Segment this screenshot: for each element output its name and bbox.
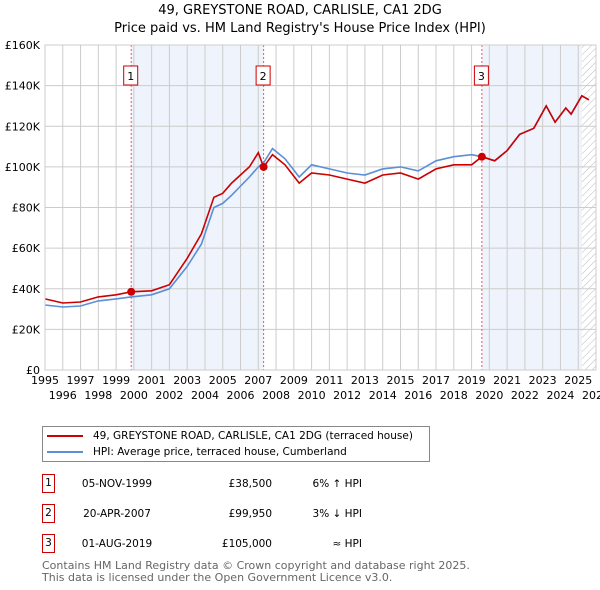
x-tick-label: 2019 bbox=[458, 374, 486, 387]
hpi-comparison: 6% ↑ HPI bbox=[312, 477, 362, 490]
legend-item-hpi: HPI: Average price, terraced house, Cumb… bbox=[47, 446, 347, 458]
x-tick-label: 2026 bbox=[582, 389, 600, 402]
x-tick-label: 2015 bbox=[386, 374, 414, 387]
x-tick-label: 2010 bbox=[298, 389, 326, 402]
x-tick-label: 2018 bbox=[440, 389, 468, 402]
date: 05-NOV-1999 bbox=[81, 477, 153, 490]
legend-label: 49, GREYSTONE ROAD, CARLISLE, CA1 2DG (t… bbox=[93, 430, 413, 442]
x-tick-label: 1998 bbox=[84, 389, 112, 402]
hpi-comparison: ≈ HPI bbox=[332, 537, 362, 550]
x-tick-label: 2016 bbox=[404, 389, 432, 402]
legend-swatch-red bbox=[47, 435, 83, 437]
legend: 49, GREYSTONE ROAD, CARLISLE, CA1 2DG (t… bbox=[42, 426, 430, 462]
date: 01-AUG-2019 bbox=[81, 537, 153, 550]
sale-label-box bbox=[123, 65, 139, 86]
hpi-comparison: 3% ↓ HPI bbox=[312, 507, 362, 520]
sale-label-box bbox=[473, 65, 489, 86]
x-tick-label: 2017 bbox=[422, 374, 450, 387]
y-tick-label: £100K bbox=[5, 161, 41, 174]
x-tick-label: 2002 bbox=[155, 389, 183, 402]
legend-item-property: 49, GREYSTONE ROAD, CARLISLE, CA1 2DG (t… bbox=[47, 430, 413, 442]
x-tick-label: 2023 bbox=[529, 374, 557, 387]
x-tick-label: 1995 bbox=[31, 374, 59, 387]
x-tick-label: 1996 bbox=[49, 389, 77, 402]
x-tick-label: 1997 bbox=[67, 374, 95, 387]
y-tick-label: £160K bbox=[5, 39, 41, 52]
property-price-line bbox=[44, 94, 590, 304]
x-tick-label: 2005 bbox=[209, 374, 237, 387]
y-tick-label: £120K bbox=[5, 120, 41, 133]
price: £105,000 bbox=[221, 537, 272, 550]
sale-point bbox=[259, 162, 268, 171]
y-tick-label: £20K bbox=[12, 323, 41, 336]
x-tick-label: 2021 bbox=[493, 374, 521, 387]
x-tick-label: 2011 bbox=[315, 374, 343, 387]
x-tick-label: 2003 bbox=[173, 374, 201, 387]
y-tick-label: £40K bbox=[12, 283, 41, 296]
x-tick-label: 2009 bbox=[280, 374, 308, 387]
x-tick-label: 2001 bbox=[138, 374, 166, 387]
y-tick-label: £60K bbox=[12, 242, 41, 255]
y-tick-label: £80K bbox=[12, 202, 41, 215]
footer-licence: This data is licensed under the Open Gov… bbox=[42, 571, 393, 584]
x-tick-label: 2020 bbox=[475, 389, 503, 402]
x-tick-label: 2012 bbox=[333, 389, 361, 402]
sale-label-box bbox=[255, 65, 271, 86]
x-tick-label: 2000 bbox=[120, 389, 148, 402]
marker-badge: 1 bbox=[42, 474, 55, 493]
transaction-row: 1 05-NOV-1999 £38,500 6% ↑ HPI bbox=[42, 474, 362, 493]
x-tick-label: 2014 bbox=[369, 389, 397, 402]
marker-badge: 2 bbox=[42, 504, 55, 523]
x-tick-label: 2006 bbox=[227, 389, 255, 402]
legend-label: HPI: Average price, terraced house, Cumb… bbox=[93, 446, 347, 458]
title-line-2: Price paid vs. HM Land Registry's House … bbox=[114, 21, 486, 36]
x-tick-label: 2007 bbox=[244, 374, 272, 387]
x-tick-label: 2013 bbox=[351, 374, 379, 387]
x-tick-label: 2008 bbox=[262, 389, 290, 402]
y-tick-label: £140K bbox=[5, 80, 41, 93]
legend-swatch-blue bbox=[47, 451, 83, 453]
sale-point bbox=[477, 152, 486, 161]
price-chart: 1 2 3 1995 1996 1997 1998 1999 2000 2001 2002 2003 2… bbox=[5, 39, 600, 402]
footer: Contains HM Land Registry data © Crown c… bbox=[42, 560, 470, 584]
date: 20-APR-2007 bbox=[83, 507, 151, 520]
title-line-1: 49, GREYSTONE ROAD, CARLISLE, CA1 2DG bbox=[158, 3, 442, 18]
x-tick-label: 2022 bbox=[511, 389, 539, 402]
x-tick-label: 2004 bbox=[191, 389, 219, 402]
x-tick-label: 2024 bbox=[546, 389, 574, 402]
x-tick-label: 1999 bbox=[102, 374, 130, 387]
plot-border bbox=[44, 44, 597, 371]
x-tick-label: 2025 bbox=[564, 374, 592, 387]
sale-label: 3 bbox=[478, 70, 485, 83]
y-tick-label: £0 bbox=[26, 364, 40, 377]
price: £99,950 bbox=[228, 507, 272, 520]
price: £38,500 bbox=[228, 477, 272, 490]
footer-copyright: Contains HM Land Registry data © Crown c… bbox=[42, 559, 470, 572]
marker-badge: 3 bbox=[42, 534, 55, 553]
chart-title: 49, GREYSTONE ROAD, CARLISLE, CA1 2DG Pr… bbox=[0, 2, 600, 38]
transaction-row: 2 20-APR-2007 £99,950 3% ↓ HPI bbox=[42, 504, 362, 523]
sale-label: 2 bbox=[260, 70, 267, 83]
sale-point bbox=[127, 287, 136, 296]
transaction-row: 3 01-AUG-2019 £105,000 ≈ HPI bbox=[42, 534, 362, 553]
sale-label: 1 bbox=[127, 70, 134, 83]
